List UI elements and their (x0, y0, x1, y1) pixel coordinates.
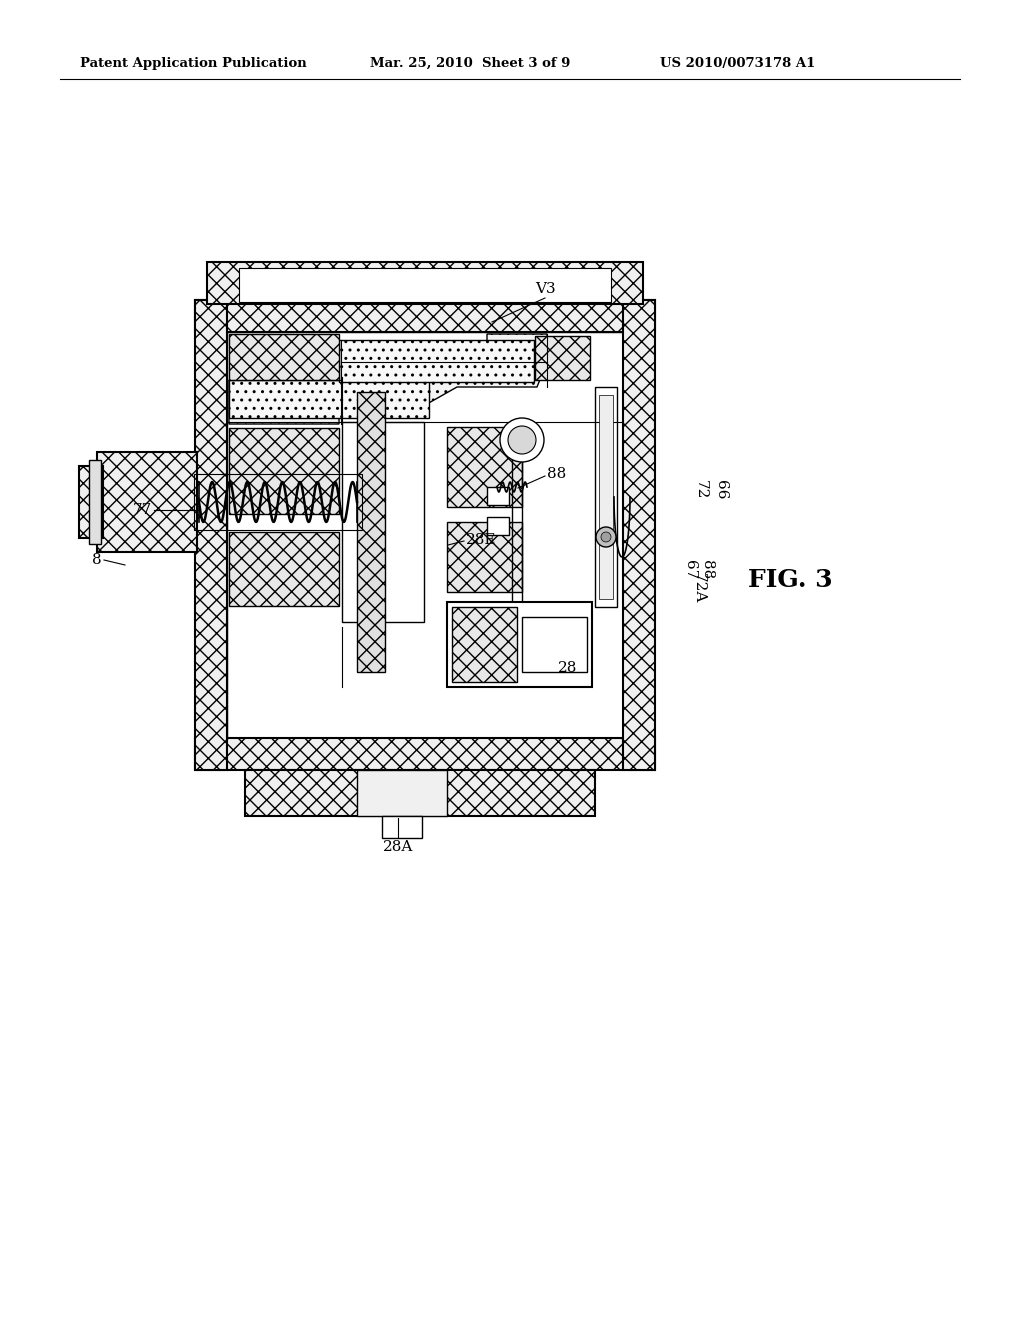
Bar (595, 387, 617, 607)
Circle shape (500, 418, 544, 462)
Bar (195, 300, 227, 770)
Bar (342, 422, 424, 622)
Bar (89, 459, 101, 544)
Text: 28: 28 (558, 661, 578, 675)
Text: 66: 66 (714, 480, 728, 500)
Bar (535, 337, 590, 380)
Bar (452, 607, 517, 682)
Bar (245, 770, 595, 816)
Bar (229, 532, 339, 606)
Bar (522, 616, 587, 672)
Text: 28E: 28E (466, 533, 497, 546)
Bar (79, 466, 103, 539)
Bar (195, 300, 655, 333)
Text: Patent Application Publication: Patent Application Publication (80, 57, 307, 70)
Bar (447, 426, 522, 507)
Bar (487, 517, 509, 535)
Bar (487, 487, 509, 506)
Text: 72A: 72A (692, 573, 706, 603)
Circle shape (596, 527, 616, 546)
Bar (195, 738, 655, 770)
Text: US 2010/0073178 A1: US 2010/0073178 A1 (660, 57, 815, 70)
Text: 88: 88 (547, 467, 566, 480)
Text: 72: 72 (694, 480, 708, 500)
Bar (229, 380, 429, 418)
Bar (599, 395, 613, 599)
Bar (97, 451, 197, 552)
Bar (239, 268, 611, 302)
Text: 67: 67 (683, 560, 697, 579)
Bar (357, 392, 385, 672)
Bar (194, 474, 362, 531)
Circle shape (601, 532, 611, 543)
Bar (447, 602, 592, 686)
Text: 8: 8 (92, 553, 102, 568)
Text: 77: 77 (133, 503, 152, 517)
Text: 28A: 28A (383, 840, 414, 854)
Bar (357, 770, 447, 816)
Bar (339, 341, 534, 381)
Polygon shape (229, 334, 547, 424)
Bar (229, 428, 339, 513)
Bar (227, 333, 623, 738)
Text: Mar. 25, 2010  Sheet 3 of 9: Mar. 25, 2010 Sheet 3 of 9 (370, 57, 570, 70)
Bar (447, 521, 522, 591)
Bar (229, 334, 339, 380)
Text: 88: 88 (700, 561, 714, 579)
Bar (207, 261, 643, 304)
Text: V3: V3 (535, 282, 555, 296)
Bar (623, 300, 655, 770)
Text: FIG. 3: FIG. 3 (748, 568, 833, 591)
Circle shape (508, 426, 536, 454)
Bar (382, 816, 422, 838)
